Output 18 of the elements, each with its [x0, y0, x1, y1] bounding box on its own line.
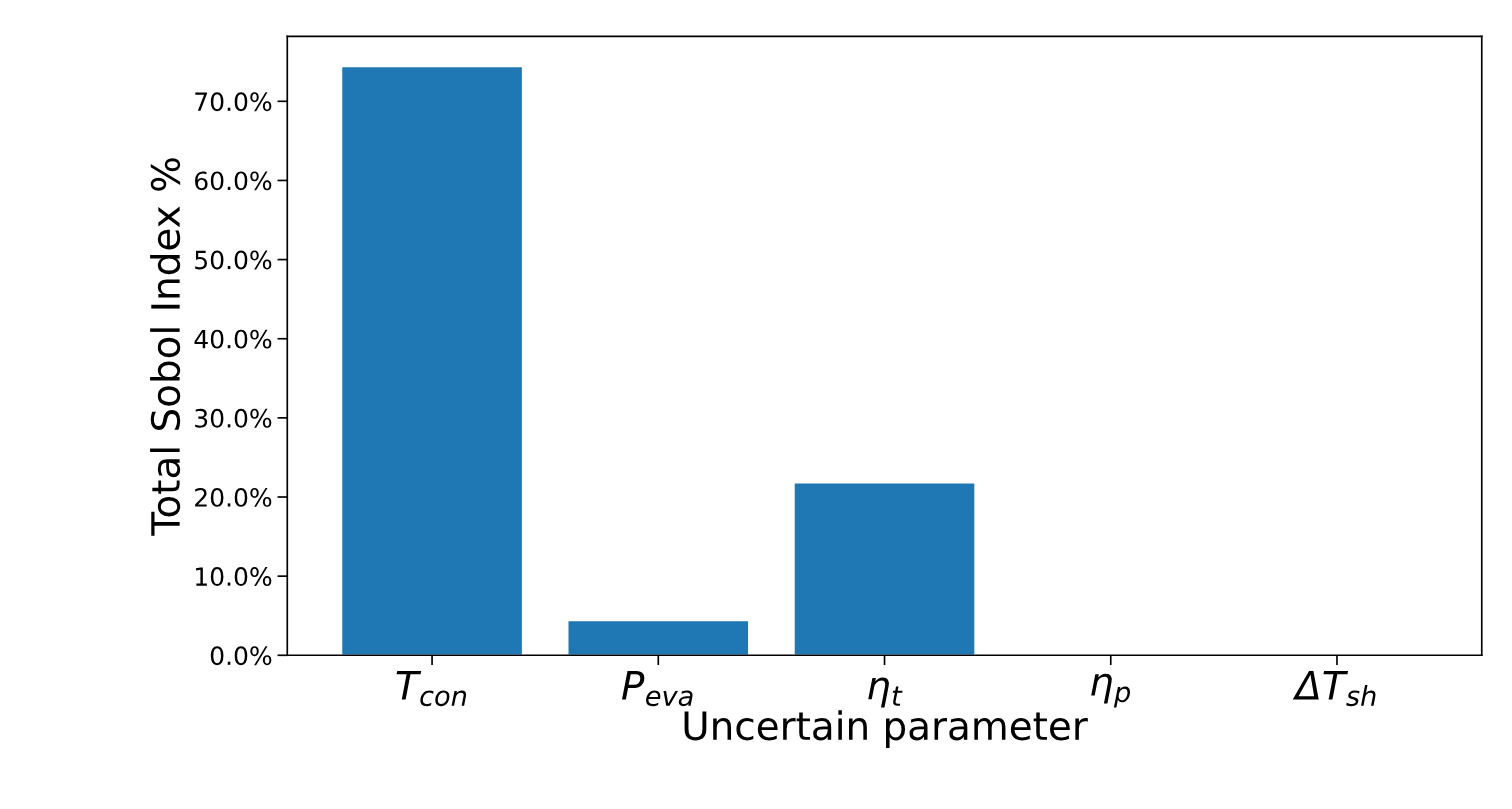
x-axis-title: Uncertain parameter	[684, 710, 1088, 748]
y-tick-label: 60.0%	[195, 171, 272, 191]
x-tick-label: η$_{p}$	[1091, 673, 1131, 708]
x-tick-label: T$_{con}$	[396, 671, 467, 707]
y-tick-label: 10.0%	[196, 567, 272, 586]
y-tick-label: 40.0%	[194, 329, 272, 349]
y-tick-label: 50.0%	[195, 250, 272, 270]
x-tick-label: η$_{t}$	[868, 677, 903, 708]
y-tick-label: 0.0%	[210, 646, 272, 666]
y-tick-label: 30.0%	[195, 408, 272, 428]
y-tick-label: 20.0%	[195, 487, 272, 507]
y-tick-label: 70.0%	[195, 92, 272, 112]
x-tick-label: P$_{eva}$	[622, 671, 693, 707]
y-axis-title: Total Sobol Index %	[150, 158, 181, 536]
bar	[793, 482, 976, 656]
x-tick-label: ΔT$_{sh}$	[1292, 671, 1376, 707]
bar	[567, 619, 750, 656]
bar	[340, 65, 524, 656]
